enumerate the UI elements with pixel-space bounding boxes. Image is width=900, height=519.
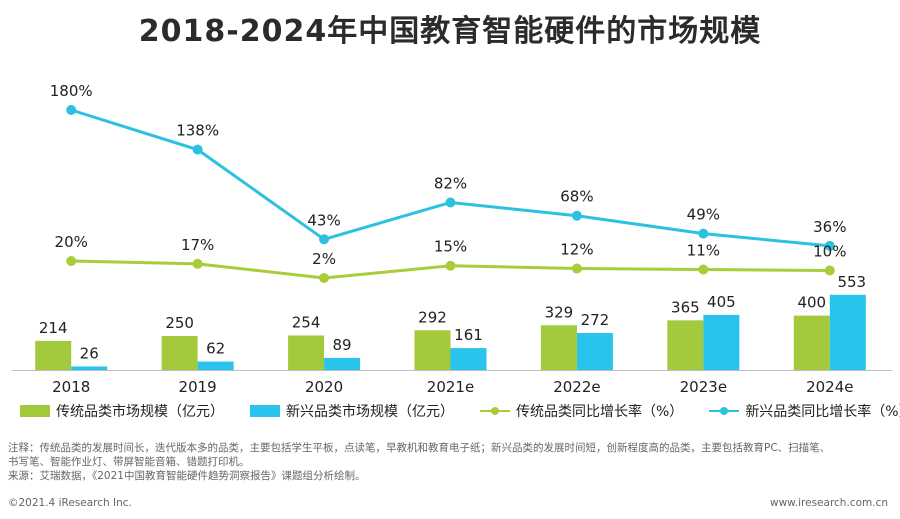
x-tick-2024e: 2024e — [806, 378, 853, 396]
legend-swatch-traditional-bar — [20, 405, 50, 417]
legend-item-emerging-growth: 新兴品类同比增长率（%） — [709, 401, 900, 421]
point-label-traditional-growth-2022e: 12% — [560, 241, 593, 259]
bar-emerging-2020 — [324, 357, 361, 370]
point-label-emerging-growth-2019: 138% — [176, 122, 219, 140]
bar-label-traditional-2019: 250 — [165, 314, 194, 332]
bar-traditional-2019 — [161, 336, 198, 370]
bar-label-traditional-2024e: 400 — [797, 294, 826, 312]
point-traditional-growth-2021e — [445, 260, 456, 271]
point-traditional-growth-2020 — [319, 273, 330, 283]
bar-emerging-2024e — [829, 294, 866, 370]
legend-label-traditional-size: 传统品类市场规模（亿元） — [56, 404, 224, 420]
point-emerging-growth-2020 — [319, 234, 330, 245]
bar-label-traditional-2020: 254 — [292, 313, 321, 331]
bar-traditional-2021e — [414, 330, 451, 370]
line-group — [66, 105, 835, 283]
bar-emerging-2021e — [450, 348, 487, 370]
point-traditional-growth-2023e — [698, 264, 709, 275]
point-emerging-growth-2021e — [445, 197, 456, 208]
point-emerging-growth-2022e — [571, 210, 582, 221]
point-label-traditional-growth-2019: 17% — [181, 236, 214, 254]
bar-traditional-2022e — [540, 325, 577, 370]
bar-emerging-2023e — [703, 314, 740, 370]
point-label-emerging-growth-2020: 43% — [307, 211, 340, 229]
point-emerging-growth-2024e — [824, 240, 835, 251]
point-traditional-growth-2024e — [824, 265, 835, 276]
bar-label-traditional-2022e: 329 — [545, 303, 574, 321]
point-label-traditional-growth-2024e: 10% — [813, 242, 846, 260]
point-label-traditional-growth-2018: 20% — [55, 233, 88, 251]
point-label-traditional-growth-2020: 2% — [312, 250, 336, 268]
x-tick-2022e: 2022e — [553, 378, 600, 396]
x-tick-2018: 2018 — [52, 378, 90, 396]
point-traditional-growth-2019 — [192, 258, 203, 269]
bar-label-emerging-2018: 26 — [80, 344, 99, 362]
legend-swatch-emerging-line — [709, 405, 740, 417]
legend-item-traditional-growth: 传统品类同比增长率（%） — [480, 401, 683, 421]
bar-label-emerging-2024e: 553 — [837, 273, 866, 291]
x-tick-2019: 2019 — [179, 378, 217, 396]
x-tick-2021e: 2021e — [427, 378, 474, 396]
point-label-traditional-growth-2021e: 15% — [434, 238, 467, 256]
bar-label-emerging-2019: 62 — [206, 340, 225, 358]
legend-swatch-emerging-bar — [250, 405, 280, 417]
bar-label-emerging-2021e: 161 — [454, 326, 483, 344]
legend-swatch-traditional-line — [480, 405, 510, 417]
bar-traditional-2020 — [288, 335, 325, 370]
legend-label-traditional-growth: 传统品类同比增长率（%） — [516, 404, 684, 420]
bar-emerging-2022e — [576, 333, 613, 370]
bar-traditional-2024e — [793, 315, 830, 370]
bar-label-emerging-2022e: 272 — [581, 311, 610, 329]
legend: 传统品类市场规模（亿元） 新兴品类市场规模（亿元） 传统品类同比增长率（%） 新… — [20, 401, 900, 421]
point-label-emerging-growth-2024e: 36% — [813, 218, 846, 236]
point-emerging-growth-2018 — [66, 105, 77, 115]
footer-website: www.iresearch.com.cn — [769, 497, 888, 509]
bar-label-traditional-2023e: 365 — [671, 298, 700, 316]
legend-label-emerging-size: 新兴品类市场规模（亿元） — [286, 404, 454, 420]
footer-copyright: ©2021.4 iResearch Inc. — [8, 497, 132, 509]
point-label-emerging-growth-2021e: 82% — [434, 174, 467, 192]
legend-item-emerging-size: 新兴品类市场规模（亿元） — [250, 401, 454, 421]
bar-label-emerging-2020: 89 — [333, 336, 352, 354]
label-group: 214 26 2018 250 62 2019 254 89 2020 292 161 2021e 32… — [39, 82, 866, 396]
bar-label-emerging-2023e: 405 — [707, 293, 736, 311]
note-line-1: 注释：传统品类的发展时间长，迭代版本多的品类，主要包括学生平板，点读笔，早教机和… — [8, 442, 831, 454]
chart-title: 2018-2024年中国教育智能硬件的市场规模 — [138, 14, 762, 49]
point-label-traditional-growth-2023e: 11% — [687, 242, 720, 260]
bar-emerging-2019 — [197, 361, 234, 370]
point-label-emerging-growth-2022e: 68% — [560, 188, 593, 206]
x-tick-2020: 2020 — [305, 378, 343, 396]
point-traditional-growth-2022e — [571, 263, 582, 274]
legend-label-emerging-growth: 新兴品类同比增长率（%） — [745, 404, 900, 420]
bar-label-traditional-2018: 214 — [39, 319, 68, 337]
bar-traditional-2018 — [35, 340, 72, 370]
point-traditional-growth-2018 — [66, 256, 77, 267]
legend-item-traditional-size: 传统品类市场规模（亿元） — [20, 401, 224, 421]
source-line: 来源：艾瑞数据，《2021中国教育智能硬件趋势洞察报告》课题组分析绘制。 — [8, 470, 366, 482]
point-label-emerging-growth-2018: 180% — [50, 82, 93, 100]
bar-label-traditional-2021e: 292 — [418, 308, 447, 326]
bar-group — [12, 294, 892, 371]
bar-emerging-2018 — [71, 366, 108, 370]
note-line-2: 书写笔、智能作业灯、带屏智能音箱、错题打印机。 — [8, 456, 250, 468]
x-tick-2023e: 2023e — [680, 378, 727, 396]
bar-traditional-2023e — [667, 320, 704, 370]
point-label-emerging-growth-2023e: 49% — [687, 206, 720, 224]
point-emerging-growth-2023e — [698, 228, 709, 239]
point-emerging-growth-2019 — [192, 144, 203, 155]
